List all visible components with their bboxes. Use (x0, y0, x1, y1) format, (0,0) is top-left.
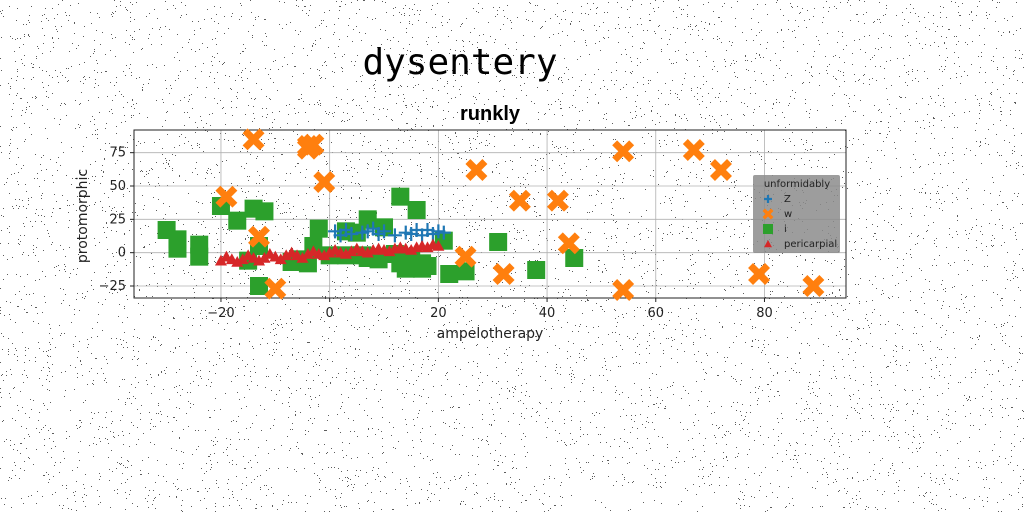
data-point (394, 241, 407, 253)
x-tick-label: 80 (756, 306, 773, 321)
data-point (263, 248, 276, 259)
data-point (489, 233, 508, 251)
data-point (557, 232, 580, 255)
data-point (214, 254, 227, 266)
data-point (228, 211, 247, 230)
y-tick-label: 25 (109, 212, 126, 227)
data-point (313, 171, 336, 193)
x-axis-ticks: −20 0 20 40 60 80 (207, 298, 773, 321)
x-tick-label: −20 (207, 306, 234, 321)
data-point (168, 239, 187, 258)
y-tick-label: −25 (99, 279, 126, 294)
data-point (492, 263, 515, 285)
legend-label-i: i (784, 224, 787, 235)
figure-suptitle: dysentery (362, 42, 557, 83)
data-point (242, 128, 265, 151)
series-pericarpial (214, 238, 445, 267)
chart-title: runkly (460, 103, 521, 125)
data-point (612, 279, 635, 301)
data-point (361, 246, 374, 258)
data-point (405, 244, 418, 255)
x-tick-label: 40 (539, 306, 556, 321)
y-tick-label: 50 (109, 179, 126, 194)
data-point (802, 275, 825, 297)
plot-frame (133, 129, 847, 299)
data-point (440, 265, 459, 283)
data-point (242, 249, 255, 261)
y-axis-label: protomorphic (75, 169, 91, 263)
data-point (372, 242, 385, 254)
data-point (454, 245, 477, 268)
y-tick-label: 0 (118, 246, 126, 261)
legend-label-w: w (784, 209, 792, 220)
data-point (465, 159, 488, 181)
data-point (377, 224, 392, 239)
data-point (383, 245, 396, 257)
legend-title: unformidably (764, 179, 830, 190)
data-point (285, 246, 298, 258)
data-point (215, 185, 238, 208)
legend-markers (762, 195, 774, 248)
series-w (215, 128, 825, 301)
data-point (748, 263, 771, 285)
data-point (231, 256, 244, 267)
data-point (255, 202, 274, 221)
data-point (565, 249, 584, 267)
x-tick-label: 60 (647, 306, 664, 321)
y-axis-ticks: −25 0 25 50 75 (99, 146, 134, 294)
data-point (318, 249, 331, 261)
data-point (248, 225, 270, 248)
data-point (416, 240, 429, 251)
legend-marker (764, 195, 772, 203)
x-tick-label: 0 (326, 306, 334, 321)
data-point (527, 261, 546, 279)
data-point (710, 159, 732, 181)
legend-marker (764, 240, 772, 248)
legend-marker (763, 224, 773, 234)
data-point (546, 189, 569, 212)
data-point (612, 140, 635, 163)
data-point (220, 250, 233, 262)
data-point (508, 189, 531, 212)
data-point (329, 244, 342, 255)
data-point (426, 238, 439, 250)
data-point (418, 257, 437, 275)
data-point (296, 252, 309, 263)
x-axis-label: ampelotherapy (437, 326, 544, 342)
data-point (190, 235, 209, 254)
series-z (328, 221, 451, 243)
data-point (302, 133, 325, 156)
data-point (307, 245, 320, 257)
data-point (274, 253, 287, 265)
legend-marker (762, 208, 774, 220)
legend-box (753, 175, 840, 253)
legend: unformidably Z w i pericarpial (753, 175, 840, 253)
legend-label-pericarpial: pericarpial (784, 239, 837, 250)
data-point (250, 277, 269, 295)
data-point (253, 254, 266, 266)
y-tick-label: 75 (109, 146, 126, 161)
data-point (387, 228, 402, 243)
data-point (369, 250, 388, 269)
data-point (407, 201, 426, 219)
data-point (309, 219, 328, 238)
data-point (436, 225, 451, 240)
x-tick-label: 20 (430, 306, 447, 321)
data-point (456, 262, 475, 281)
data-point (391, 187, 410, 206)
data-point (350, 242, 363, 254)
legend-label-z: Z (784, 194, 791, 205)
data-point (682, 139, 705, 161)
data-point (264, 277, 287, 300)
data-points (157, 128, 825, 301)
data-point (344, 227, 359, 241)
data-point (339, 248, 352, 259)
